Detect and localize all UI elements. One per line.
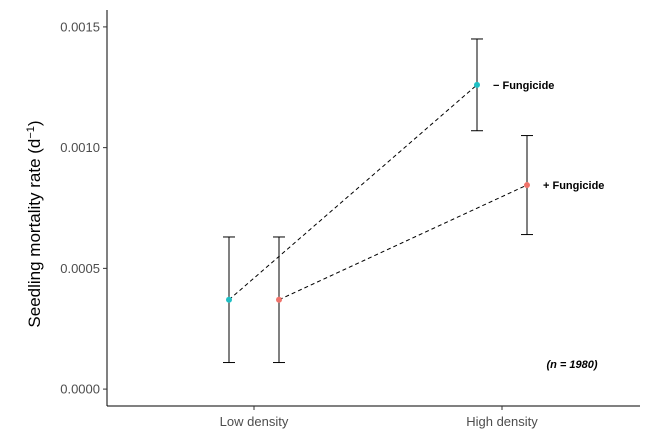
minus-fungicide-point (226, 296, 232, 303)
minus-fungicide-point (474, 81, 480, 88)
y-tick-label: 0.0000 (60, 382, 100, 397)
y-axis-title: Seedling mortality rate (d−1) (25, 120, 44, 327)
minus-fungicide-connector (228, 84, 478, 301)
y-tick-label: 0.0010 (60, 140, 100, 155)
data-marks (223, 38, 533, 364)
x-tick-label: Low density (220, 414, 289, 429)
plus-fungicide-connector (278, 184, 528, 301)
series-labels: − Fungicide + Fungicide (493, 80, 604, 192)
plus-fungicide-point (276, 296, 282, 303)
x-axis: Low density High density (220, 406, 538, 429)
minus-fungicide-label: − Fungicide (493, 80, 554, 92)
x-tick-label: High density (466, 414, 538, 429)
y-tick-label: 0.0005 (60, 261, 100, 276)
y-tick-label: 0.0015 (60, 19, 100, 34)
plus-fungicide-point (524, 182, 530, 189)
plus-fungicide-label: + Fungicide (543, 180, 604, 192)
plot-panel (106, 10, 640, 407)
y-axis: 0.0000 0.0005 0.0010 0.0015 (60, 19, 107, 397)
sample-size-note: (n = 1980) (546, 359, 597, 371)
